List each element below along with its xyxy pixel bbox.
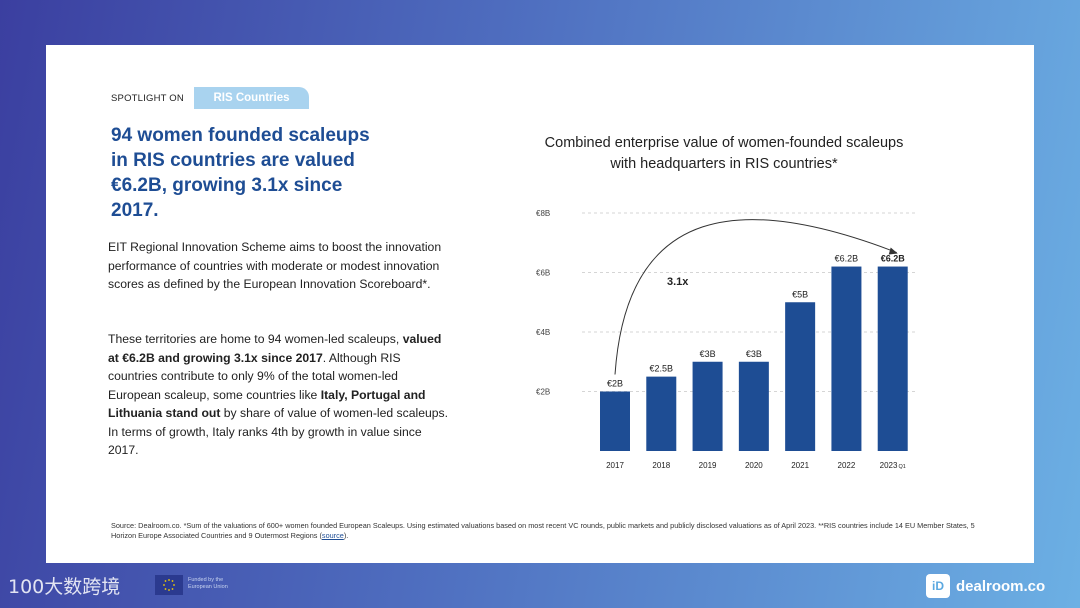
- x-tick-label: 2018: [652, 461, 670, 470]
- x-tick-label: 2021: [791, 461, 809, 470]
- text-run: by share of value of women-led scaleups.…: [108, 406, 449, 457]
- content-card: SPOTLIGHT ON RIS Countries 94 women foun…: [46, 45, 1034, 563]
- eu-funding-text: Funded by the European Union: [188, 577, 228, 590]
- bar: [738, 361, 769, 451]
- spotlight-pill: RIS Countries: [194, 87, 309, 109]
- territories-paragraph: These territories are home to 94 women-l…: [108, 330, 453, 460]
- data-label: €5B: [792, 289, 808, 299]
- bar: [831, 266, 862, 451]
- text-run: . Although RIS countries contribute to o…: [108, 350, 401, 402]
- x-tick-label: 2022: [838, 461, 856, 470]
- source-text: Source: Dealroom.co. *Sum of the valuati…: [111, 521, 975, 540]
- bar: [877, 266, 908, 451]
- intro-paragraph: EIT Regional Innovation Scheme aims to b…: [108, 240, 442, 291]
- watermark-text: 100大数跨境: [8, 576, 121, 598]
- x-tick-label: 2019: [699, 461, 717, 470]
- arrow-head-icon: [888, 247, 898, 255]
- source-link[interactable]: source: [321, 530, 344, 540]
- brand-name: dealroom.co: [956, 577, 1046, 595]
- data-label: €6.2B: [881, 254, 906, 264]
- brand-logo[interactable]: iD dealroom.co: [926, 574, 1045, 598]
- growth-annotation: 3.1x: [667, 276, 689, 288]
- bar: [785, 302, 816, 451]
- dealroom-icon: iD: [926, 574, 950, 598]
- data-label: €2B: [607, 379, 623, 389]
- x-tick-label: 2017: [606, 461, 624, 470]
- spotlight-label: SPOTLIGHT ON: [111, 93, 184, 104]
- y-tick-label: €6B: [536, 269, 550, 278]
- x-tick-label: 2023Q1: [880, 461, 906, 470]
- growth-arc: [614, 219, 897, 375]
- y-tick-label: €8B: [536, 209, 550, 218]
- source-end: ).: [343, 530, 349, 540]
- bar: [600, 391, 630, 451]
- data-label: €3B: [700, 349, 716, 359]
- data-label: €2.5B: [650, 364, 674, 374]
- text-run: These territories are home to 94 women-l…: [108, 332, 403, 346]
- bar-chart: €2B €4B €6B €8B €2B 2017 €2.5B 2018 €3B 2019 €3B 20…: [536, 209, 916, 470]
- y-tick-label: €2B: [536, 388, 550, 397]
- bold-run: Italy, Portugal and Lithuania stand out: [108, 387, 426, 421]
- eu-flag-icon: [155, 575, 183, 595]
- data-label: €3B: [746, 349, 762, 359]
- headline: 94 women founded scaleups in RIS countri…: [111, 125, 370, 221]
- bar: [646, 376, 677, 451]
- x-tick-label: 2020: [745, 461, 763, 470]
- data-label: €6.2B: [835, 254, 859, 264]
- bar: [692, 361, 723, 451]
- y-tick-label: €4B: [536, 328, 550, 337]
- bold-run: valued at €6.2B and growing 3.1x since 2…: [108, 332, 442, 365]
- source-note: Source: Dealroom.co. *Sum of the valuati…: [111, 521, 991, 540]
- chart-title: Combined enterprise value of women-found…: [544, 135, 904, 172]
